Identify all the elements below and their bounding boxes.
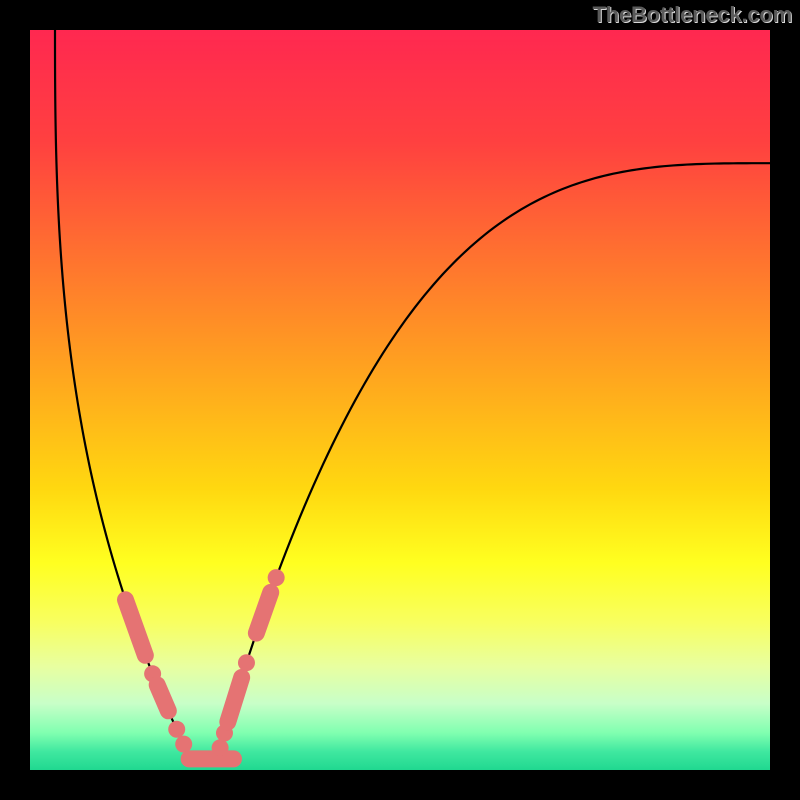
curve-marker	[238, 654, 255, 671]
chart-container: TheBottleneck.com	[0, 0, 800, 800]
curve-marker	[175, 736, 192, 753]
curve-marker-pill	[157, 685, 168, 711]
curve-marker	[212, 739, 229, 756]
watermark-text: TheBottleneck.com	[592, 2, 792, 28]
bottleneck-chart	[0, 0, 800, 800]
curve-marker	[268, 569, 285, 586]
curve-marker	[168, 721, 185, 738]
